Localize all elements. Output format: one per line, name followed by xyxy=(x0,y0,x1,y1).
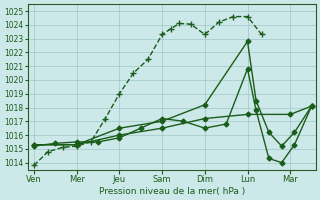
X-axis label: Pression niveau de la mer( hPa ): Pression niveau de la mer( hPa ) xyxy=(99,187,245,196)
